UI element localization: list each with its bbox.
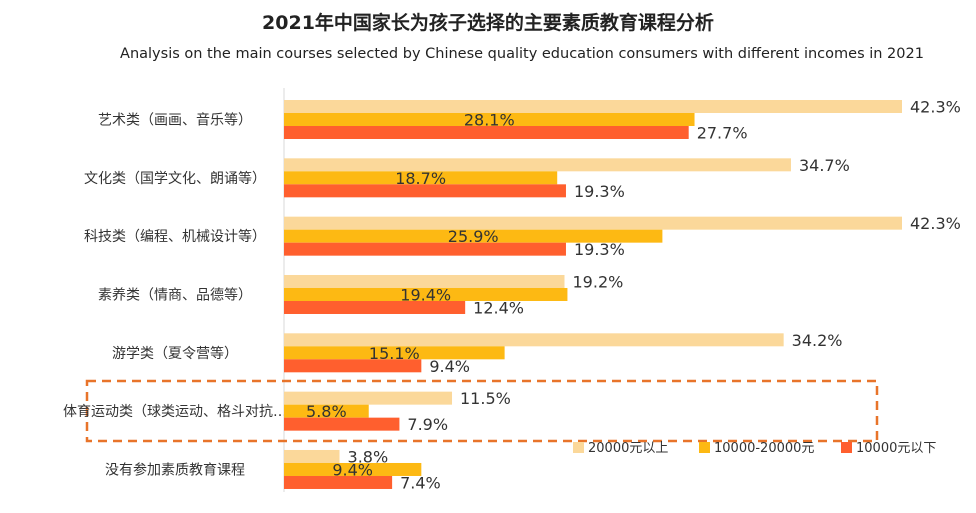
category-label: 体育运动类（球类运动、格斗对抗… bbox=[63, 404, 287, 420]
bar bbox=[284, 333, 784, 347]
bar bbox=[284, 391, 453, 405]
data-label: 19.3% bbox=[574, 240, 625, 259]
data-label: 7.4% bbox=[400, 473, 441, 492]
category-label: 科技类（编程、机械设计等） bbox=[84, 228, 266, 245]
bar bbox=[284, 346, 505, 360]
data-label: 28.1% bbox=[464, 111, 515, 130]
bar bbox=[284, 171, 558, 185]
bar bbox=[284, 300, 466, 314]
chart-title: 2021年中国家长为孩子选择的主要素质教育课程分析 bbox=[262, 12, 714, 34]
bar bbox=[284, 417, 400, 431]
data-label: 12.4% bbox=[473, 298, 524, 317]
legend-label: 20000元以上 bbox=[588, 441, 668, 456]
data-label: 9.4% bbox=[429, 357, 470, 376]
category-label: 文化类（国学文化、朗诵等） bbox=[84, 170, 266, 187]
category-label: 游学类（夏令营等） bbox=[112, 345, 238, 362]
highlight-box bbox=[85, 379, 879, 443]
data-label: 15.1% bbox=[369, 344, 420, 363]
bar bbox=[284, 184, 566, 198]
bar bbox=[284, 216, 902, 230]
data-label: 27.7% bbox=[697, 124, 748, 143]
category-label: 没有参加素质教育课程 bbox=[105, 461, 245, 478]
bar bbox=[284, 359, 422, 373]
bar bbox=[284, 100, 902, 113]
legend-label: 10000元以下 bbox=[856, 441, 936, 456]
bar bbox=[284, 287, 568, 301]
bar bbox=[284, 158, 791, 172]
bar bbox=[284, 449, 340, 463]
bar bbox=[284, 274, 565, 288]
bar bbox=[284, 113, 695, 126]
data-label: 3.8% bbox=[348, 447, 389, 466]
legend-swatch bbox=[573, 442, 584, 453]
data-label: 34.2% bbox=[792, 331, 843, 350]
data-label: 42.3% bbox=[910, 214, 961, 233]
data-label: 34.7% bbox=[799, 156, 850, 175]
data-label: 18.7% bbox=[395, 169, 446, 188]
legend-label: 10000-20000元 bbox=[714, 441, 814, 456]
bar bbox=[284, 126, 689, 139]
bar bbox=[284, 475, 393, 489]
data-label: 5.8% bbox=[306, 402, 347, 421]
bar bbox=[284, 462, 422, 476]
data-label: 7.9% bbox=[407, 415, 448, 434]
data-label: 19.3% bbox=[574, 182, 625, 201]
bar bbox=[284, 229, 663, 243]
data-label: 19.2% bbox=[573, 272, 624, 291]
bar bbox=[284, 404, 369, 418]
legend-swatch bbox=[699, 442, 710, 453]
data-label: 19.4% bbox=[400, 285, 451, 304]
legend-swatch bbox=[841, 442, 852, 453]
bar bbox=[284, 242, 566, 256]
category-label: 素养类（情商、品德等） bbox=[98, 286, 252, 303]
chart-subtitle: Analysis on the main courses selected by… bbox=[120, 46, 924, 62]
data-label: 42.3% bbox=[910, 98, 961, 117]
data-label: 11.5% bbox=[460, 389, 511, 408]
data-label: 25.9% bbox=[448, 227, 499, 246]
category-label: 艺术类（画画、音乐等） bbox=[98, 112, 252, 129]
data-label: 9.4% bbox=[332, 460, 373, 479]
